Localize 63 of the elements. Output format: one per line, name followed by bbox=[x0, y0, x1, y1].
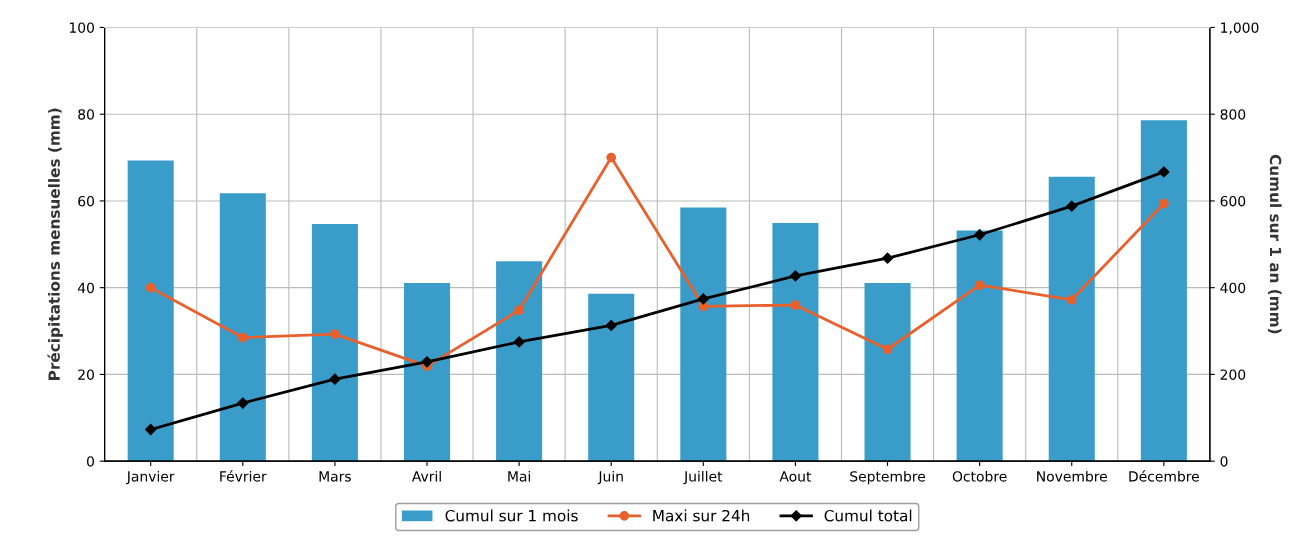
point bbox=[1066, 200, 1078, 212]
point bbox=[1158, 166, 1170, 178]
x-tick-label: Aout bbox=[779, 471, 812, 482]
y2-tick-label: 0 bbox=[1220, 456, 1228, 467]
y-axis-title: Précipitations mensuelles (mm) bbox=[47, 108, 63, 380]
y2-tick-label: 1,000 bbox=[1221, 22, 1259, 35]
bar bbox=[496, 261, 543, 462]
point bbox=[145, 282, 156, 293]
x-tick-label: Décembre bbox=[1129, 470, 1199, 482]
point bbox=[514, 305, 524, 316]
bar bbox=[772, 223, 819, 462]
point bbox=[606, 152, 617, 163]
legend-label: Cumul sur 1 mois bbox=[445, 509, 578, 522]
y-tick-label: 40 bbox=[77, 282, 94, 294]
x-tick-label: Juin bbox=[597, 470, 623, 485]
bar bbox=[864, 282, 911, 462]
x-tick-label: Novembre bbox=[1037, 470, 1107, 482]
point bbox=[974, 280, 985, 290]
bar bbox=[1140, 120, 1187, 462]
x-tick-label: Février bbox=[220, 470, 267, 482]
y-tick-label: 80 bbox=[78, 109, 94, 120]
bar bbox=[127, 160, 174, 462]
bar bbox=[311, 223, 358, 462]
bar bbox=[680, 207, 727, 462]
y-tick-label: 20 bbox=[78, 369, 94, 380]
y2-tick-label: 800 bbox=[1220, 109, 1246, 120]
point bbox=[605, 319, 617, 332]
point bbox=[513, 336, 525, 348]
point bbox=[974, 229, 986, 241]
y-tick-label: 60 bbox=[78, 195, 94, 207]
x-tick-label: Janvier bbox=[126, 470, 175, 485]
y-tick-label: 0 bbox=[87, 456, 94, 467]
bar bbox=[588, 293, 635, 462]
point bbox=[237, 332, 248, 343]
y2-tick-label: 600 bbox=[1220, 195, 1246, 207]
point bbox=[330, 329, 340, 339]
point bbox=[145, 423, 157, 436]
y2-tick-label: 200 bbox=[1220, 369, 1246, 380]
legend-label: Cumul total bbox=[824, 509, 912, 522]
point bbox=[697, 293, 709, 305]
y2-axis-title: Cumul sur 1 an (mm) bbox=[1267, 154, 1282, 334]
bar bbox=[1048, 176, 1095, 462]
x-tick-label: Mars bbox=[319, 471, 351, 482]
point bbox=[421, 356, 433, 368]
bar bbox=[403, 282, 451, 462]
point bbox=[237, 397, 249, 409]
x-tick-label: Septembre bbox=[850, 470, 926, 485]
point bbox=[790, 300, 801, 310]
x-tick-label: Octobre bbox=[952, 470, 1007, 482]
point bbox=[882, 344, 893, 355]
point bbox=[789, 270, 802, 282]
x-tick-label: Avril bbox=[411, 470, 441, 482]
x-tick-label: Mai bbox=[508, 470, 530, 482]
y-tick-label: 100 bbox=[69, 22, 94, 33]
point bbox=[881, 252, 894, 264]
y2-tick-label: 400 bbox=[1220, 282, 1246, 294]
x-tick-label: Juillet bbox=[683, 470, 723, 485]
point bbox=[1158, 198, 1169, 209]
point bbox=[1066, 294, 1077, 305]
bar bbox=[956, 230, 1003, 462]
bar bbox=[219, 193, 266, 462]
legend-label: Maxi sur 24h bbox=[653, 509, 750, 522]
point bbox=[329, 373, 341, 385]
